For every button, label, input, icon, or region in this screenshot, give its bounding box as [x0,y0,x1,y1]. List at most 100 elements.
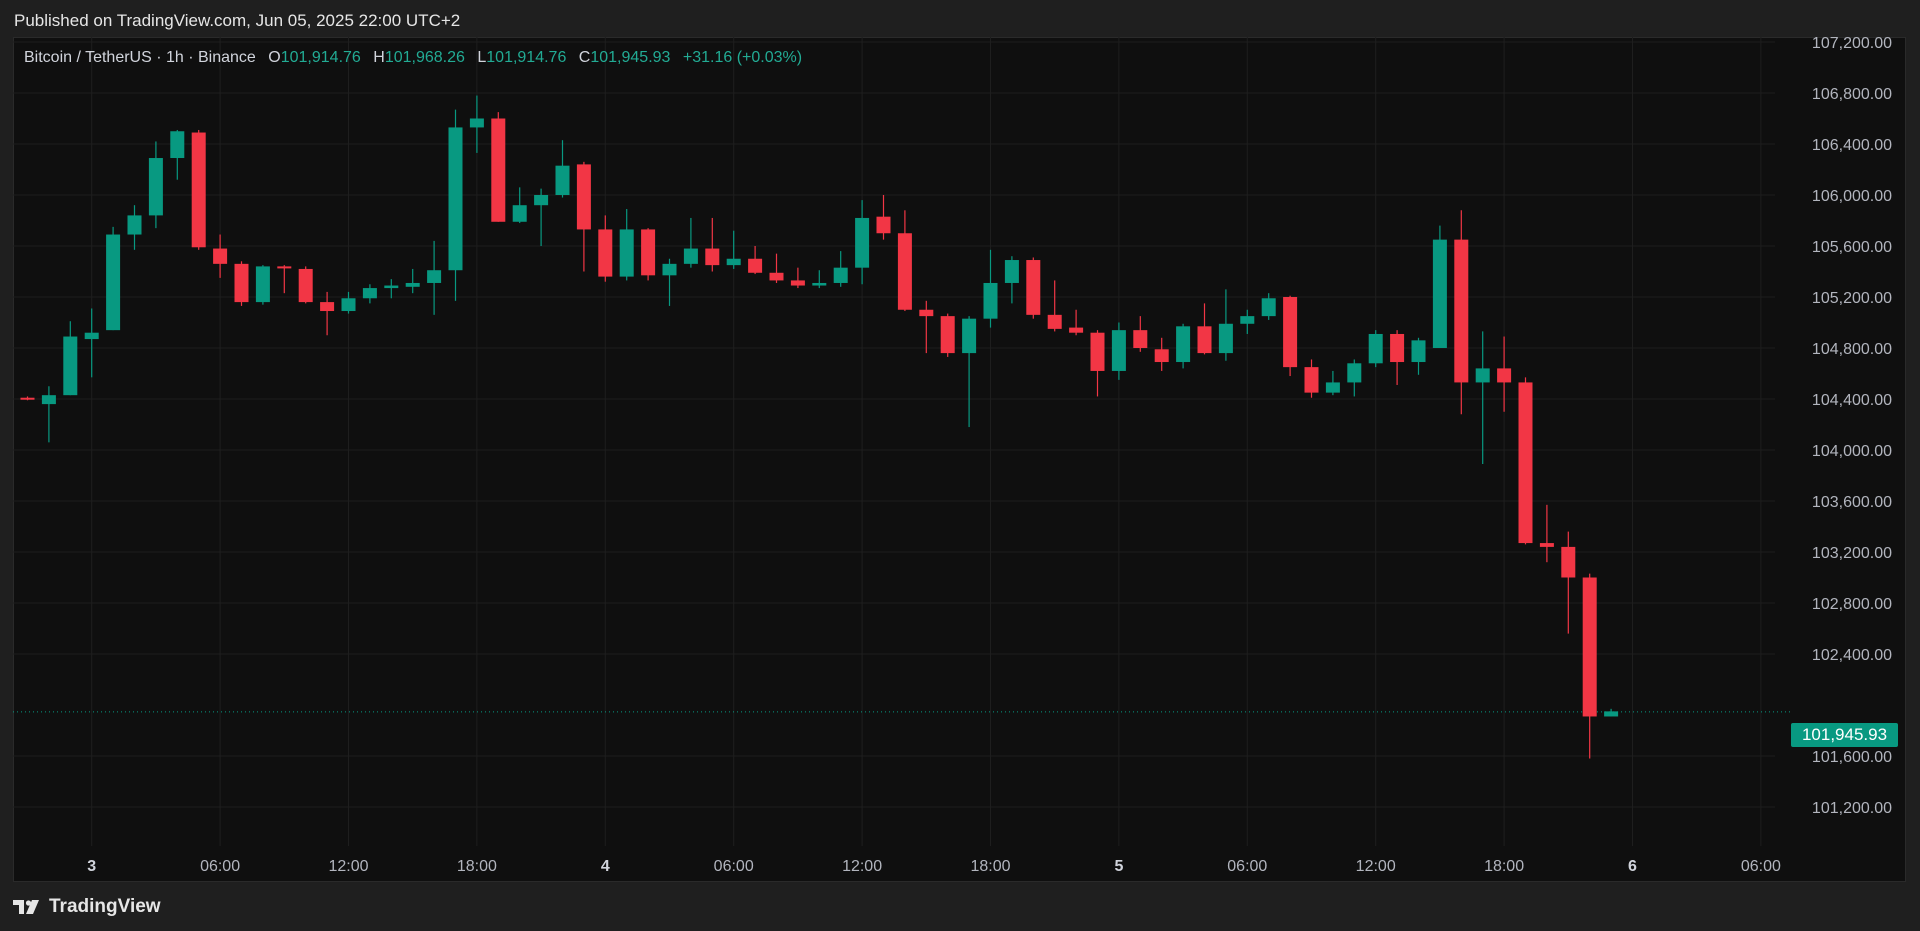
time-tick-label: 4 [601,858,610,875]
time-tick-label: 06:00 [714,858,754,875]
candle-up [405,268,420,294]
candle-body [1561,546,1576,578]
candle-up [1325,370,1340,396]
candle-body [748,258,763,273]
candle-body [940,316,955,354]
price-tick-label: 103,200.00 [1812,545,1892,562]
candle-body [1454,239,1469,383]
candle-body [491,118,506,222]
price-tick-label: 102,400.00 [1812,647,1892,664]
time-axis[interactable]: 3 06:00 12:00 18:00 4 06:00 12:00 18:00 5 06:00 12… [87,858,1781,875]
candle-body [919,309,934,317]
time-tick-label: 12:00 [1356,858,1396,875]
candle-down [1390,330,1405,385]
candle-body [1604,711,1619,717]
price-tick-label: 103,600.00 [1812,494,1892,511]
candle-body [191,132,206,248]
candle-body [448,127,463,271]
candle-down [234,261,249,306]
candle-body [362,288,377,299]
candle-body [427,270,442,283]
price-tick-label: 104,800.00 [1812,341,1892,358]
candle-up [683,217,698,268]
candle-body [127,215,142,235]
candle-up [84,308,99,378]
candle-body [341,298,356,312]
candle-up [619,209,634,281]
candle-down [876,195,891,240]
candle-up [726,230,741,269]
close-value: 101,945.93 [590,49,671,66]
candle-down [1197,303,1212,355]
candle-down [897,210,912,312]
chart-frame[interactable] [13,37,1906,882]
footer-brand[interactable]: TradingView [13,896,161,918]
candle-down [1582,573,1597,759]
candle-body [534,195,549,206]
time-tick-label: 5 [1114,858,1123,875]
candle-up [1347,359,1362,397]
candle-down [1069,309,1084,336]
candle-body [1218,323,1233,354]
candle-up [427,240,442,315]
candle-down [1454,210,1469,415]
candle-body [662,263,677,276]
candle-body [1176,326,1191,363]
candle-down [598,215,613,282]
price-axis[interactable]: 107,200.00 106,800.00 106,400.00 106,000.00… [1812,35,1892,817]
candle-body [1347,363,1362,383]
candle-body [812,282,827,286]
candle-up [833,251,848,287]
candle-body [641,229,656,276]
published-label: Published on TradingView.com, Jun 05, 20… [14,11,461,30]
candle-body [1047,314,1062,329]
candle-body [1283,297,1298,368]
candle-down [919,300,934,354]
time-tick-label: 06:00 [1741,858,1781,875]
candle-up [1218,289,1233,361]
time-tick-label: 06:00 [200,858,240,875]
price-tick-label: 106,400.00 [1812,137,1892,154]
time-tick-label: 18:00 [970,858,1010,875]
candle-body [962,318,977,354]
candle-body [1411,340,1426,363]
candle-down [1154,337,1169,371]
candle-body [277,266,292,269]
candle-up [555,140,570,198]
brand-name: TradingView [49,896,161,917]
low-key: L [477,49,487,66]
candle-up [1411,337,1426,375]
symbol-label[interactable]: Bitcoin / TetherUS · 1h · Binance [24,49,256,66]
candle-up [170,129,185,180]
candle-body [234,263,249,303]
candle-body [983,282,998,319]
candle-body [726,258,741,266]
candle-up [1475,331,1490,465]
price-tick-label: 106,000.00 [1812,188,1892,205]
candle-down [1518,377,1533,545]
open-value: 101,914.76 [280,49,361,66]
candle-body [255,266,270,303]
candle-up [512,187,527,224]
candle-body [576,164,591,230]
candle-body [1133,330,1148,348]
price-tick-label: 101,600.00 [1812,749,1892,766]
high-value: 101,968.26 [384,49,465,66]
price-tick-label: 106,800.00 [1812,86,1892,103]
candle-up [812,270,827,289]
candle-body [1304,367,1319,393]
candle-up [1261,293,1276,320]
tradingview-logo-icon [13,900,39,914]
time-tick-label: 12:00 [328,858,368,875]
candle-down [491,112,506,222]
candle-up [1368,330,1383,368]
candle-body [1090,332,1105,371]
candle-body [555,165,570,195]
candle-up [962,316,977,428]
candle-up [63,321,78,396]
candle-down [1026,257,1041,319]
candle-down [320,291,335,336]
candles [20,95,1619,759]
candle-up [384,279,399,299]
